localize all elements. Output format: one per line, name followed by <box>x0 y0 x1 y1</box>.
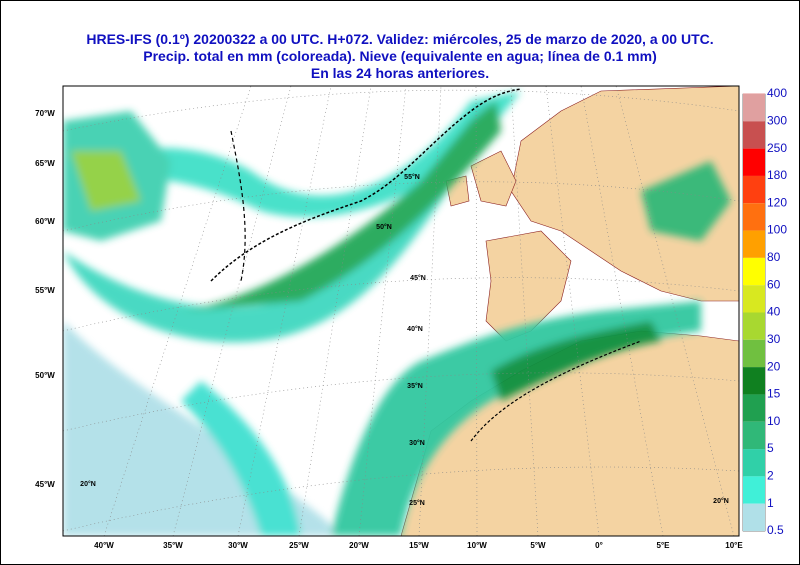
grid-label: 25°N <box>409 499 425 507</box>
legend-label: 1 <box>767 496 774 510</box>
legend-label: 180 <box>767 168 787 182</box>
title-line: En las 24 horas anteriores. <box>310 65 490 81</box>
legend-label: 100 <box>767 223 787 237</box>
legend-swatch <box>743 476 765 504</box>
legend-swatch <box>743 175 765 204</box>
legend-label: 30 <box>767 332 781 346</box>
legend-swatch <box>743 394 765 422</box>
title-line: Precip. total en mm (coloreada). Nieve (… <box>143 48 657 64</box>
grid-label: 20°N <box>80 480 96 488</box>
x-label: 10°W <box>467 541 487 550</box>
legend-label: 20 <box>767 359 781 373</box>
y-label: 45°W <box>35 480 55 489</box>
legend-label: 250 <box>767 141 787 155</box>
legend-swatch <box>743 230 765 258</box>
legend-label: 400 <box>767 86 787 100</box>
map-area <box>63 86 739 536</box>
x-label: 20°W <box>349 541 369 550</box>
legend-label: 0.5 <box>767 523 784 537</box>
y-label: 50°W <box>35 371 55 380</box>
x-label: 40°W <box>94 541 114 550</box>
grid-label: 50°N <box>376 223 392 231</box>
grid-label: 30°N <box>409 439 425 447</box>
title-line: HRES-IFS (0.1º) 20200322 a 00 UTC. H+072… <box>86 31 714 47</box>
legend-swatch <box>743 367 765 395</box>
legend-label: 10 <box>767 414 781 428</box>
grid-label: 40°N <box>407 325 423 333</box>
x-label: 5°E <box>657 541 671 550</box>
legend-swatch <box>743 312 765 340</box>
legend-swatch <box>743 503 765 531</box>
x-label: 35°W <box>163 541 183 550</box>
legend-label: 5 <box>767 441 774 455</box>
x-label: 25°W <box>289 541 309 550</box>
grid-label: 55°N <box>404 173 420 181</box>
legend-swatch <box>743 94 765 122</box>
y-label: 55°W <box>35 286 55 295</box>
x-label: 10°E <box>725 541 743 550</box>
legend-swatch <box>743 257 765 286</box>
legend-swatch <box>743 339 765 368</box>
grid-label: 35°N <box>407 382 423 390</box>
legend-swatch <box>743 421 765 450</box>
legend-label: 2 <box>767 469 774 483</box>
legend-label: 15 <box>767 387 781 401</box>
legend-swatch <box>743 449 765 477</box>
legend-label: 40 <box>767 305 781 319</box>
y-label: 65°W <box>35 159 55 168</box>
x-label: 5°W <box>530 541 546 550</box>
legend-swatch <box>743 148 765 176</box>
y-label: 60°W <box>35 217 55 226</box>
legend-swatch <box>743 121 765 149</box>
legend-label: 80 <box>767 250 781 264</box>
legend-swatch <box>743 203 765 231</box>
x-label: 0° <box>595 541 603 550</box>
x-label: 15°W <box>409 541 429 550</box>
x-label: 30°W <box>228 541 248 550</box>
y-label: 70°W <box>35 109 55 118</box>
legend-label: 120 <box>767 195 787 209</box>
legend-label: 300 <box>767 113 787 127</box>
legend-label: 60 <box>767 277 781 291</box>
legend-swatch <box>743 285 765 313</box>
grid-label: 45°N <box>410 274 426 282</box>
grid-label: 20°N <box>713 497 729 505</box>
